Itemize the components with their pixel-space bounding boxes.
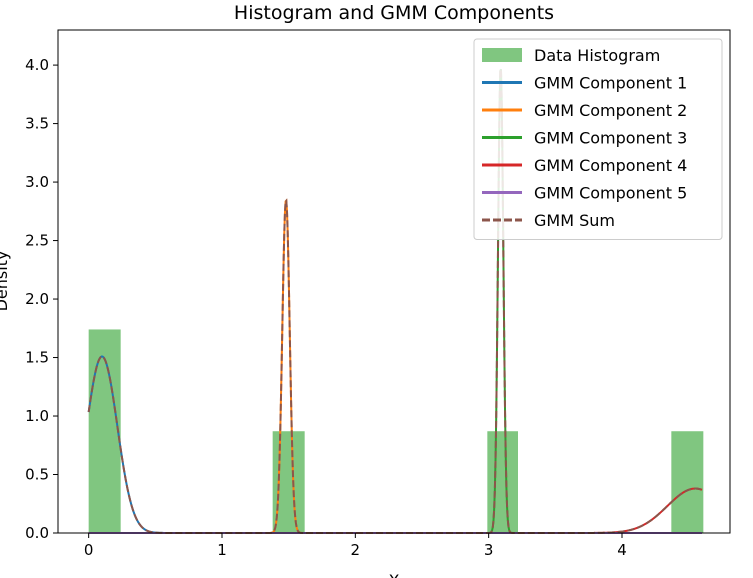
axes-frame <box>57 29 731 534</box>
legend-label: GMM Component 5 <box>534 184 687 203</box>
legend-label: Data Histogram <box>534 46 660 65</box>
y-tick-label: 1.5 <box>25 349 49 367</box>
legend-box <box>473 38 723 240</box>
x-tick-label: 1 <box>217 541 227 559</box>
legend-label: GMM Component 4 <box>534 156 687 175</box>
y-tick-label: 2.5 <box>25 232 49 250</box>
x-axis-label: X <box>389 571 400 578</box>
y-tick-label: 0.5 <box>25 466 49 484</box>
chart-title: Histogram and GMM Components <box>234 2 554 24</box>
legend-swatch <box>482 48 522 62</box>
x-tick-label: 3 <box>484 541 494 559</box>
y-tick-label: 2.0 <box>25 290 49 308</box>
histogram-bar <box>88 329 121 533</box>
legend: Data Histogram GMM Component 1 GMM Compone… <box>473 38 723 240</box>
y-tick-label: 4.0 <box>25 56 49 74</box>
y-tick-label: 3.0 <box>25 173 49 191</box>
legend-label: GMM Component 3 <box>534 129 687 148</box>
x-tick-label: 0 <box>84 541 94 559</box>
y-tick-label: 3.5 <box>25 115 49 133</box>
legend-label: GMM Component 2 <box>534 101 687 120</box>
histogram-bar <box>671 431 704 533</box>
x-tick-label: 2 <box>351 541 361 559</box>
y-tick-label: 0.0 <box>25 524 49 542</box>
x-tick-label: 4 <box>617 541 627 559</box>
y-axis-label: Density <box>0 251 11 312</box>
axes: 0 1 2 3 4 0.0 0.5 1.0 1.5 2.0 2.5 3.0 3.5 4.0 <box>25 29 731 559</box>
y-tick-label: 1.0 <box>25 407 49 425</box>
legend-label: GMM Component 1 <box>534 74 687 93</box>
legend-label: GMM Sum <box>534 211 615 230</box>
histogram-bar <box>487 431 518 533</box>
